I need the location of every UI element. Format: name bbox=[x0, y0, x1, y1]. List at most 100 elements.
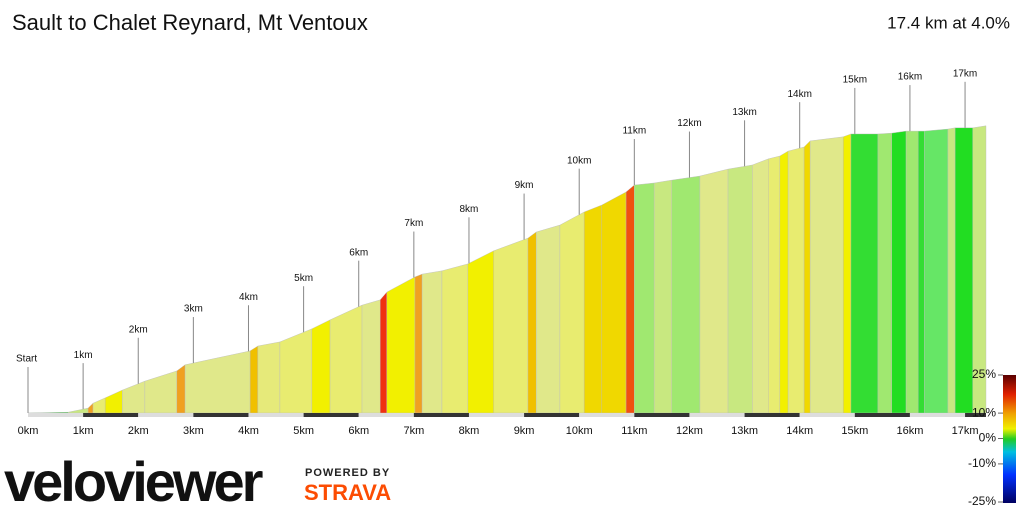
x-tick-label: 12km bbox=[676, 425, 703, 437]
km-marker-label: 10km bbox=[567, 155, 591, 166]
distance-strip bbox=[909, 413, 966, 417]
gradient-segment bbox=[329, 304, 363, 414]
gradient-segment bbox=[634, 182, 655, 414]
gradient-segment bbox=[27, 411, 69, 414]
gradient-segment bbox=[87, 402, 94, 414]
x-tick-label: 5km bbox=[293, 425, 314, 437]
distance-strip bbox=[193, 413, 249, 417]
subtitle: 17.4 km at 4.0% bbox=[887, 13, 1010, 32]
gradient-segment bbox=[905, 130, 919, 414]
km-marker-label: 5km bbox=[294, 273, 313, 284]
distance-strip bbox=[965, 413, 986, 417]
km-marker-label: 9km bbox=[515, 180, 534, 191]
km-marker-label: 2km bbox=[129, 324, 148, 335]
gradient-segment bbox=[184, 350, 251, 414]
colorbar-label: 0% bbox=[979, 431, 997, 445]
colorbar-label: 25% bbox=[972, 367, 996, 381]
km-marker-label: Start bbox=[16, 354, 37, 365]
gradient-segment bbox=[279, 328, 313, 414]
x-tick-label: 16km bbox=[896, 425, 923, 437]
gradient-segment bbox=[311, 319, 331, 414]
gradient-segment bbox=[441, 263, 469, 414]
gradient-segment bbox=[779, 150, 789, 414]
colorbar-label: 10% bbox=[972, 405, 996, 419]
x-tick-label: 6km bbox=[348, 425, 369, 437]
x-tick-label: 9km bbox=[514, 425, 535, 437]
distance-strip bbox=[689, 413, 745, 417]
x-tick-label: 10km bbox=[566, 425, 593, 437]
distance-strip bbox=[854, 413, 910, 417]
x-tick-label: 14km bbox=[786, 425, 813, 437]
colorbar-label: -25% bbox=[968, 494, 996, 508]
x-tick-label: 1km bbox=[73, 425, 94, 437]
gradient-segment bbox=[601, 191, 627, 414]
gradient-segment bbox=[727, 164, 753, 414]
km-marker-label: 16km bbox=[898, 72, 922, 83]
gradient-segment bbox=[68, 407, 89, 414]
strava-logo: STRAVA bbox=[304, 480, 391, 505]
x-tick-label: 7km bbox=[403, 425, 424, 437]
gradient-segment bbox=[421, 270, 443, 414]
title: Sault to Chalet Reynard, Mt Ventoux bbox=[12, 10, 368, 35]
x-tick-label: 0km bbox=[18, 425, 39, 437]
km-marker-label: 6km bbox=[349, 247, 368, 258]
gradient-segment bbox=[361, 299, 381, 414]
gradient-segment bbox=[257, 341, 281, 414]
km-marker-label: 15km bbox=[843, 75, 867, 86]
gradient-segment bbox=[918, 130, 925, 414]
x-tick-label: 3km bbox=[183, 425, 204, 437]
distance-strip bbox=[28, 413, 84, 417]
x-tick-label: 4km bbox=[238, 425, 259, 437]
gradient-segment bbox=[536, 224, 561, 414]
colorbar-label: -10% bbox=[968, 456, 996, 470]
distance-strip bbox=[303, 413, 359, 417]
gradient-colorbar bbox=[1003, 375, 1016, 503]
distance-strip bbox=[744, 413, 800, 417]
gradient-segment bbox=[653, 179, 673, 414]
gradient-segment bbox=[414, 273, 423, 414]
distance-strip bbox=[634, 413, 690, 417]
gradient-segment bbox=[559, 211, 585, 414]
gradient-segment bbox=[809, 136, 844, 414]
gradient-segment bbox=[768, 155, 781, 414]
x-tick-label: 15km bbox=[841, 425, 868, 437]
gradient-segment bbox=[803, 140, 811, 414]
gradient-segment bbox=[583, 204, 603, 414]
km-marker-label: 1km bbox=[74, 350, 93, 361]
gradient-segment bbox=[891, 130, 907, 414]
distance-strip bbox=[799, 413, 855, 417]
km-marker-label: 13km bbox=[732, 107, 756, 118]
gradient-segment bbox=[787, 146, 805, 414]
distance-strip bbox=[358, 413, 414, 417]
x-tick-label: 11km bbox=[621, 425, 647, 437]
gradient-segment bbox=[924, 128, 949, 414]
powered-by: POWERED BY bbox=[305, 467, 390, 479]
gradient-segment bbox=[493, 237, 529, 414]
gradient-segment bbox=[954, 127, 973, 414]
gradient-segment bbox=[386, 276, 416, 414]
gradient-segment bbox=[752, 158, 769, 414]
gradient-segment bbox=[122, 380, 146, 414]
km-marker-label: 11km bbox=[622, 126, 646, 137]
gradient-segment bbox=[144, 370, 178, 414]
km-marker-label: 7km bbox=[404, 218, 423, 229]
km-marker-label: 3km bbox=[184, 304, 203, 315]
gradient-segment bbox=[249, 345, 259, 414]
gradient-segment bbox=[947, 127, 956, 414]
km-marker-label: 4km bbox=[239, 292, 258, 303]
km-marker-label: 12km bbox=[677, 118, 701, 129]
gradient-segment bbox=[380, 291, 388, 414]
gradient-segment bbox=[104, 389, 123, 414]
gradient-segment bbox=[850, 133, 879, 414]
x-tick-label: 8km bbox=[459, 425, 480, 437]
gradient-segment bbox=[92, 397, 106, 414]
distance-strip bbox=[579, 413, 635, 417]
distance-strip bbox=[524, 413, 580, 417]
gradient-segment bbox=[843, 133, 852, 414]
x-tick-label: 17km bbox=[952, 425, 979, 437]
distance-strip bbox=[138, 413, 194, 417]
gradient-segment bbox=[877, 132, 892, 414]
x-tick-label: 13km bbox=[731, 425, 758, 437]
gradient-segment bbox=[625, 184, 635, 414]
